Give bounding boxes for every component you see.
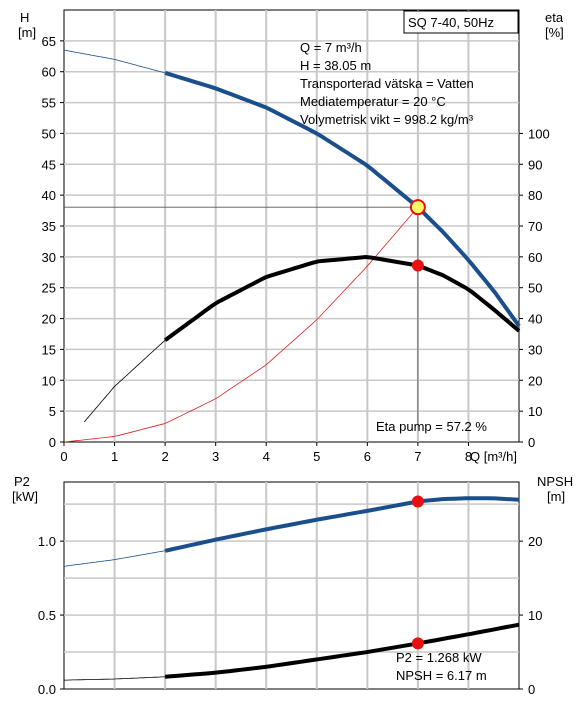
x-tick-label: 0 [60,449,67,464]
y-left-label-bottom-2: [kW] [12,489,38,504]
duty-point-eta-marker [411,259,424,272]
x-tick-label: 3 [212,449,219,464]
y-left-tick-label: 65 [42,34,56,49]
y-left-tick-label: 60 [42,65,56,80]
info-liquid: Transporterad vätska = Vatten [300,76,474,91]
y-right-tick-label: 80 [528,188,542,203]
y-right-tick-label: 10 [528,404,542,419]
title-box [403,10,519,34]
bottom-plot-frame [63,481,520,690]
npsh-tick-label: 0 [528,682,535,697]
info-flow: Q = 7 m³/h [300,40,362,55]
duty-point-npsh-marker [411,637,424,650]
x-tick-label: 6 [364,449,371,464]
y-left-label-bottom-1: P2 [14,474,30,489]
duty-point-p2-marker [411,495,424,508]
y-left-tick-label: 30 [42,250,56,265]
bottom-grid [64,482,519,689]
y-right-tick-label: 100 [528,126,550,141]
head-curve [164,70,521,328]
p2-curve-thin [63,550,166,567]
head-curve-thin [63,49,166,74]
top-grid [64,10,519,442]
y-right-tick-label: 90 [528,157,542,172]
y-left-label-top-2: [m] [18,25,36,40]
y-right-tick-label: 40 [528,312,542,327]
chart-title: SQ 7-40, 50Hz [408,15,494,30]
y-left-tick-label: 35 [42,219,56,234]
y-left-label-top-1: H [20,10,29,25]
bottom-tick-labels: 0.0 0.5 1.0 0 10 20 [38,534,543,697]
npsh-tick-label: 20 [528,534,542,549]
npsh-label: NPSH = 6.17 m [396,668,487,683]
y-left-tick-label: 40 [42,188,56,203]
y-right-tick-label: 30 [528,342,542,357]
x-tick-label: 4 [263,449,270,464]
npsh-tick-label: 10 [528,608,542,623]
y-left-tick-label: 50 [42,126,56,141]
y-left-tick-label: 25 [42,281,56,296]
y-left-tick-label: 55 [42,96,56,111]
y-right-label-bottom-1: NPSH [537,474,573,489]
info-density: Volymetrisk vikt = 998.2 kg/m³ [300,112,474,127]
y-right-tick-label: 70 [528,219,542,234]
y-left-tick-label: 10 [42,373,56,388]
eta-curve [163,254,521,342]
info-head: H = 38.05 m [300,58,371,73]
y-left-tick-label: 0 [49,435,56,450]
system-curve [63,206,419,443]
y-right-label-bottom-2: [m] [547,489,565,504]
y-right-label-top-1: eta [545,10,564,25]
y-left-tick-label: 45 [42,157,56,172]
x-tick-label: 2 [161,449,168,464]
x-tick-label: 1 [111,449,118,464]
eta-pump-label: Eta pump = 57.2 % [376,419,487,434]
top-tick-labels: 0510152025303540455055606501020304050607… [42,34,550,464]
x-tick-label: 7 [414,449,421,464]
y-left-tick-label: 15 [42,342,56,357]
eta-curve-thin [83,339,166,423]
bottom-curves [63,495,520,681]
y-right-tick-label: 60 [528,250,542,265]
y-right-tick-label: 50 [528,281,542,296]
x-tick-label: 5 [313,449,320,464]
x-axis-label: Q [m³/h] [470,449,517,464]
p2-label: P2 = 1.268 kW [396,650,482,665]
top-curves [63,49,521,443]
duty-point-head-marker [409,199,426,216]
x-tick-label: 8 [465,449,472,464]
npsh-curve [164,622,520,679]
y-right-tick-label: 20 [528,373,542,388]
p2-tick-label: 0.5 [38,608,56,623]
p2-tick-label: 1.0 [38,534,56,549]
p2-tick-label: 0.0 [38,682,56,697]
info-temperature: Mediatemperatur = 20 °C [300,94,446,109]
y-left-tick-label: 5 [49,404,56,419]
npsh-curve-thin [64,676,166,681]
y-right-tick-label: 0 [528,435,535,450]
y-left-tick-label: 20 [42,312,56,327]
p2-curve [164,496,520,553]
y-right-label-top-2: [%] [545,25,564,40]
